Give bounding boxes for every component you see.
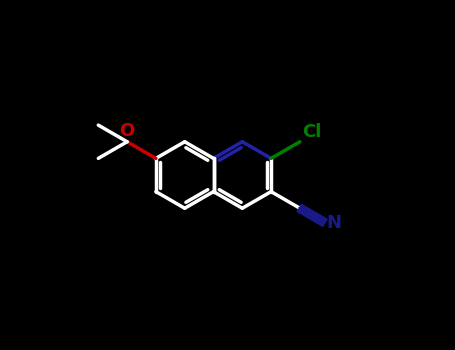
Text: Cl: Cl xyxy=(302,123,321,141)
Text: O: O xyxy=(120,122,135,140)
Text: N: N xyxy=(326,215,341,232)
